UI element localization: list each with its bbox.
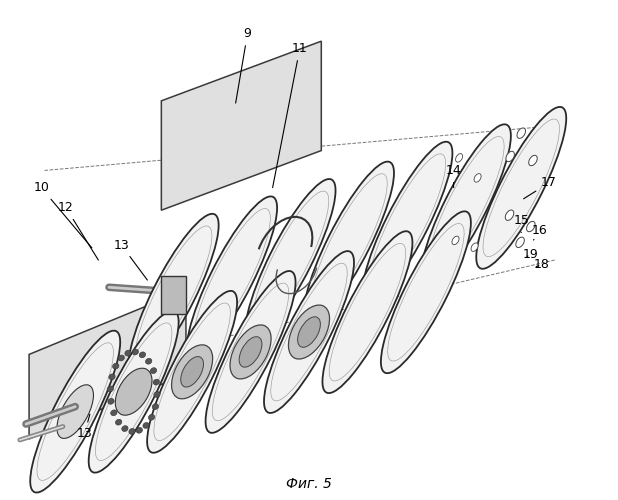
Ellipse shape [476, 107, 566, 269]
Text: 9: 9 [235, 27, 252, 103]
Ellipse shape [474, 174, 481, 182]
Ellipse shape [108, 398, 114, 404]
Ellipse shape [362, 142, 452, 304]
Ellipse shape [154, 392, 160, 398]
Ellipse shape [245, 179, 336, 341]
Ellipse shape [112, 363, 119, 369]
FancyBboxPatch shape [161, 276, 186, 314]
Ellipse shape [139, 352, 146, 358]
Ellipse shape [145, 358, 152, 364]
Ellipse shape [148, 414, 154, 420]
Ellipse shape [152, 404, 158, 409]
Ellipse shape [529, 156, 537, 166]
Text: 11: 11 [273, 42, 308, 188]
Ellipse shape [88, 311, 179, 472]
Ellipse shape [230, 325, 271, 379]
Text: 17: 17 [523, 176, 557, 199]
Ellipse shape [116, 368, 152, 415]
Text: 13: 13 [77, 414, 92, 440]
Ellipse shape [129, 428, 135, 434]
Ellipse shape [116, 420, 122, 425]
Ellipse shape [122, 426, 128, 432]
Ellipse shape [206, 271, 295, 433]
Ellipse shape [30, 330, 121, 492]
Text: 16: 16 [532, 224, 548, 240]
Ellipse shape [132, 349, 138, 355]
Ellipse shape [107, 386, 114, 392]
Ellipse shape [381, 212, 471, 373]
Ellipse shape [136, 428, 143, 433]
Ellipse shape [187, 196, 277, 358]
Ellipse shape [57, 385, 93, 438]
Ellipse shape [109, 374, 115, 380]
Text: Фиг. 5: Фиг. 5 [286, 476, 332, 490]
Ellipse shape [289, 305, 329, 359]
Ellipse shape [143, 422, 149, 428]
Text: 15: 15 [514, 214, 529, 233]
Ellipse shape [421, 124, 511, 286]
Ellipse shape [452, 236, 459, 244]
Ellipse shape [516, 237, 524, 248]
Ellipse shape [180, 356, 203, 387]
Ellipse shape [150, 368, 156, 374]
Ellipse shape [153, 379, 159, 385]
Polygon shape [29, 290, 186, 439]
Text: 14: 14 [446, 164, 462, 188]
Ellipse shape [304, 162, 394, 324]
Ellipse shape [129, 214, 219, 376]
Ellipse shape [323, 231, 412, 393]
Ellipse shape [147, 291, 237, 453]
Ellipse shape [517, 128, 525, 138]
Text: 10: 10 [33, 182, 92, 248]
Text: 18: 18 [533, 258, 549, 272]
Ellipse shape [264, 251, 354, 413]
Ellipse shape [506, 152, 514, 162]
Text: 12: 12 [58, 201, 98, 260]
Ellipse shape [298, 317, 320, 348]
Polygon shape [161, 41, 321, 210]
Ellipse shape [172, 345, 213, 399]
Ellipse shape [125, 350, 131, 356]
Ellipse shape [118, 355, 124, 361]
Text: 13: 13 [114, 238, 147, 280]
Ellipse shape [527, 222, 535, 232]
Ellipse shape [455, 154, 463, 162]
Ellipse shape [239, 336, 262, 367]
Ellipse shape [471, 243, 478, 252]
Text: 19: 19 [523, 248, 538, 262]
Ellipse shape [506, 210, 514, 220]
Ellipse shape [111, 410, 117, 416]
